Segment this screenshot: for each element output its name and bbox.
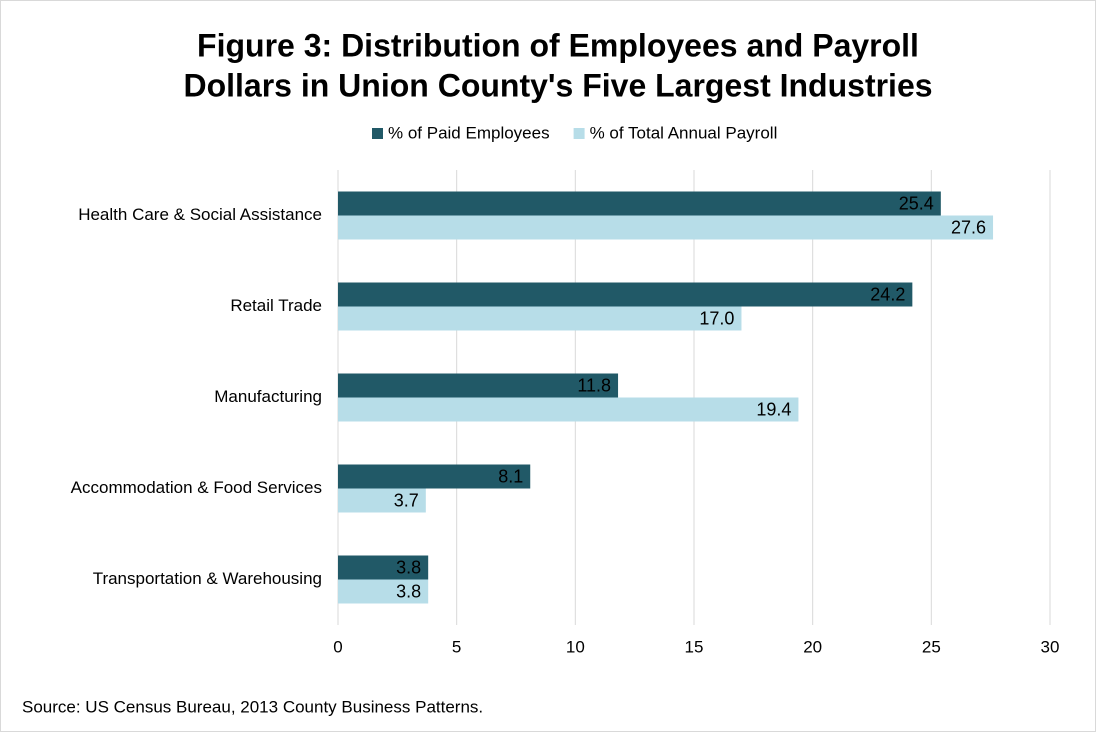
y-tick-label: Transportation & Warehousing: [93, 569, 322, 588]
y-tick-label: Manufacturing: [214, 387, 322, 406]
bar: [338, 215, 994, 240]
chart-title: Dollars in Union County's Five Largest I…: [183, 67, 932, 103]
bar: [338, 464, 531, 489]
y-tick-label: Retail Trade: [230, 296, 322, 315]
bar: [338, 397, 799, 422]
value-label: 3.7: [394, 490, 419, 510]
bar: [338, 579, 429, 604]
bar: [338, 306, 742, 331]
x-tick-label: 5: [452, 637, 461, 656]
value-label: 8.1: [498, 466, 523, 486]
value-label: 24.2: [870, 284, 905, 304]
value-label: 11.8: [577, 375, 611, 395]
x-tick-label: 15: [685, 637, 704, 656]
legend-swatch: [573, 128, 585, 139]
legend-swatch: [372, 128, 383, 139]
legend-label: % of Paid Employees: [388, 123, 550, 142]
bar: [338, 555, 429, 580]
chart-title: Figure 3: Distribution of Employees and …: [197, 27, 919, 63]
x-tick-label: 10: [566, 637, 585, 656]
x-tick-label: 20: [803, 637, 822, 656]
bar: [338, 488, 426, 513]
bar: [338, 373, 619, 398]
x-tick-label: 0: [333, 637, 342, 656]
legend-label: % of Total Annual Payroll: [590, 123, 778, 142]
value-label: 3.8: [396, 581, 421, 601]
value-label: 19.4: [756, 399, 791, 419]
y-tick-label: Health Care & Social Assistance: [78, 205, 322, 224]
value-label: 27.6: [951, 217, 986, 237]
value-label: 3.8: [396, 557, 421, 577]
value-label: 17.0: [699, 308, 734, 328]
bar: [338, 191, 941, 216]
value-label: 25.4: [899, 193, 934, 213]
y-tick-label: Accommodation & Food Services: [71, 478, 322, 497]
source-note: Source: US Census Bureau, 2013 County Bu…: [22, 697, 483, 716]
bar: [338, 282, 913, 307]
x-tick-label: 30: [1041, 637, 1060, 656]
x-tick-label: 25: [922, 637, 941, 656]
